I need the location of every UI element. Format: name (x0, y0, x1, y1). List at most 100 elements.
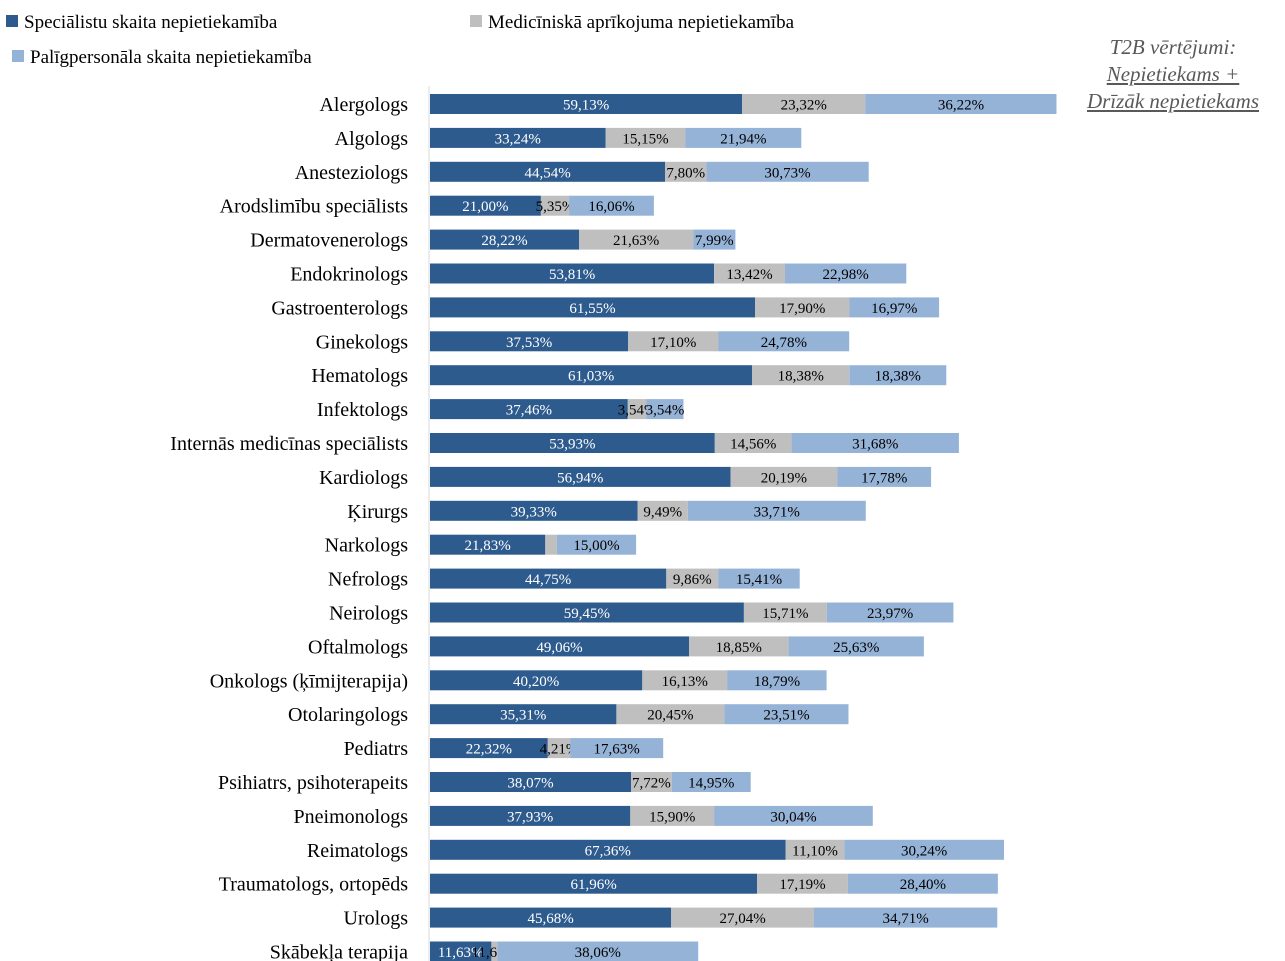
bar-s2-gastroenterologs (849, 297, 940, 318)
legend-item-equipment: Medicīniskā aprīkojuma nepietiekamība (470, 12, 794, 34)
data-label-s2-neirologs: 23,97% (867, 606, 913, 622)
legend-item-specialists: Speciālistu skaita nepietiekamība (6, 12, 277, 34)
data-label-s0-algologs: 33,24% (495, 131, 541, 147)
data-label-s0-nefrologs: 44,75% (525, 572, 571, 588)
bar-s0-dermatovenerologs (430, 229, 579, 250)
data-label-s2-reimatologs: 30,24% (901, 843, 947, 859)
legend-label-assistants: Palīgpersonāla skaita nepietiekamība (30, 47, 312, 68)
category-label-pediatrs: Pediatrs (344, 738, 409, 760)
data-label-s1-alergologs: 23,32% (781, 98, 827, 114)
bar-s1-arodslimibu-specialists (540, 195, 570, 216)
category-label-endokrinologs: Endokrinologs (290, 264, 408, 286)
bar-s1-algologs (605, 127, 686, 148)
bar-s2-traumatologs-ortopeds (847, 873, 998, 894)
data-label-s0-endokrinologs: 53,81% (549, 267, 595, 283)
data-label-s1-endokrinologs: 13,42% (726, 267, 772, 283)
data-label-s2-pediatrs: 17,63% (593, 742, 639, 758)
legend-item-assistants: Palīgpersonāla skaita nepietiekamība (12, 47, 312, 69)
data-label-s0-traumatologs-ortopeds: 61,96% (570, 877, 616, 893)
data-label-s2-infektologs: 3,54% (646, 403, 685, 419)
data-label-s0-gastroenterologs: 61,55% (569, 301, 615, 317)
bar-s0-skabekla-terapija (430, 941, 492, 961)
data-label-s0-onkologs-kimijterapija: 40,20% (513, 674, 559, 690)
bar-s2-kardiologs (837, 466, 932, 487)
category-label-kardiologs: Kardiologs (319, 467, 408, 489)
bar-s2-hematologs (849, 365, 947, 386)
category-label-alergologs: Alergologs (319, 94, 408, 116)
data-label-s2-arodslimibu-specialists: 16,06% (588, 199, 634, 215)
data-label-s0-anesteziologs: 44,54% (524, 165, 570, 181)
data-label-s1-urologs: 27,04% (719, 911, 765, 927)
bar-s0-gastroenterologs (430, 297, 755, 318)
bar-s0-kirurgs (430, 500, 638, 521)
legend-label-specialists: Speciālistu skaita nepietiekamība (24, 12, 278, 33)
data-label-s1-algologs: 15,15% (622, 131, 668, 147)
bar-s1-kardiologs (730, 466, 838, 487)
data-label-s1-pediatrs: 4,21% (540, 742, 579, 758)
data-label-s2-dermatovenerologs: 7,99% (695, 233, 734, 249)
bar-s2-arodslimibu-specialists (569, 195, 654, 216)
bar-s0-kardiologs (430, 466, 731, 487)
data-label-s2-urologs: 34,71% (882, 911, 928, 927)
data-label-s1-dermatovenerologs: 21,63% (613, 233, 659, 249)
category-label-internas-medicinas-specialists: Internās medicīnas speciālists (170, 433, 408, 455)
data-label-s2-kirurgs: 33,71% (754, 504, 800, 520)
data-label-s2-traumatologs-ortopeds: 28,40% (900, 877, 946, 893)
bar-s1-otolaringologs (616, 704, 725, 725)
data-label-s2-onkologs-kimijterapija: 18,79% (754, 674, 800, 690)
bar-s0-nefrologs (430, 568, 667, 589)
category-label-ginekologs: Ginekologs (316, 331, 408, 353)
bar-s2-reimatologs (844, 839, 1004, 860)
bar-s2-psihiatrs-psihoterapeits (671, 772, 751, 792)
bar-s2-pediatrs (570, 738, 664, 759)
category-label-arodslimibu-specialists: Arodslimību speciālists (220, 196, 409, 218)
data-label-s0-infektologs: 37,46% (506, 403, 552, 419)
data-label-s0-oftalmologs: 49,06% (536, 640, 582, 656)
data-label-s1-anesteziologs: 7,80% (666, 165, 705, 181)
bar-s0-algologs (430, 127, 606, 148)
bar-s1-traumatologs-ortopeds (757, 873, 848, 894)
data-label-s2-otolaringologs: 23,51% (763, 708, 809, 724)
bar-s0-pediatrs (430, 738, 548, 759)
bar-s1-pneimonologs (630, 805, 715, 826)
bar-s1-neirologs (743, 602, 827, 623)
data-label-s1-arodslimibu-specialists: 5,35% (536, 199, 575, 215)
bar-s2-nefrologs (718, 568, 800, 589)
bar-s2-pneimonologs (714, 805, 873, 826)
data-label-s0-narkologs: 21,83% (464, 538, 510, 554)
data-label-s1-kirurgs: 9,49% (643, 504, 682, 520)
bar-s0-otolaringologs (430, 704, 617, 725)
data-label-s2-skabekla-terapija: 38,06% (575, 945, 621, 961)
category-label-anesteziologs: Anesteziologs (295, 162, 409, 184)
bar-s1-dermatovenerologs (579, 229, 694, 250)
bar-s0-hematologs (430, 365, 753, 386)
bar-s2-narkologs (556, 534, 637, 555)
category-label-traumatologs-ortopeds: Traumatologs, ortopēds (219, 874, 408, 896)
data-label-s0-hematologs: 61,03% (568, 369, 614, 385)
bar-s1-skabekla-terapija (491, 941, 498, 961)
bar-s1-endokrinologs (714, 263, 785, 284)
bar-s0-neirologs (430, 602, 744, 623)
bar-s2-oftalmologs (788, 636, 924, 657)
data-label-s0-otolaringologs: 35,31% (500, 708, 546, 724)
data-label-s0-pediatrs: 22,32% (466, 742, 512, 758)
data-label-s2-kardiologs: 17,78% (861, 470, 907, 486)
data-label-s1-ginekologs: 17,10% (650, 335, 696, 351)
legend-swatch-equipment (470, 15, 482, 27)
legend: Speciālistu skaita nepietiekamība Medicī… (0, 0, 1000, 80)
data-label-s0-internas-medicinas-specialists: 53,93% (549, 437, 595, 453)
category-label-infektologs: Infektologs (317, 399, 408, 421)
bar-s0-endokrinologs (430, 263, 715, 284)
data-label-s0-reimatologs: 67,36% (585, 843, 631, 859)
data-label-s0-psihiatrs-psihoterapeits: 38,07% (507, 776, 553, 792)
bar-s0-arodslimibu-specialists (430, 195, 541, 216)
data-label-s0-dermatovenerologs: 28,22% (481, 233, 527, 249)
data-label-s2-endokrinologs: 22,98% (822, 267, 868, 283)
bar-s2-skabekla-terapija (497, 941, 699, 961)
data-label-s0-ginekologs: 37,53% (506, 335, 552, 351)
bar-s2-kirurgs (687, 500, 866, 521)
bar-s1-urologs (671, 907, 814, 928)
bar-s1-internas-medicinas-specialists (714, 433, 792, 453)
legend-swatch-specialists (6, 15, 18, 27)
category-label-oftalmologs: Oftalmologs (308, 636, 408, 658)
